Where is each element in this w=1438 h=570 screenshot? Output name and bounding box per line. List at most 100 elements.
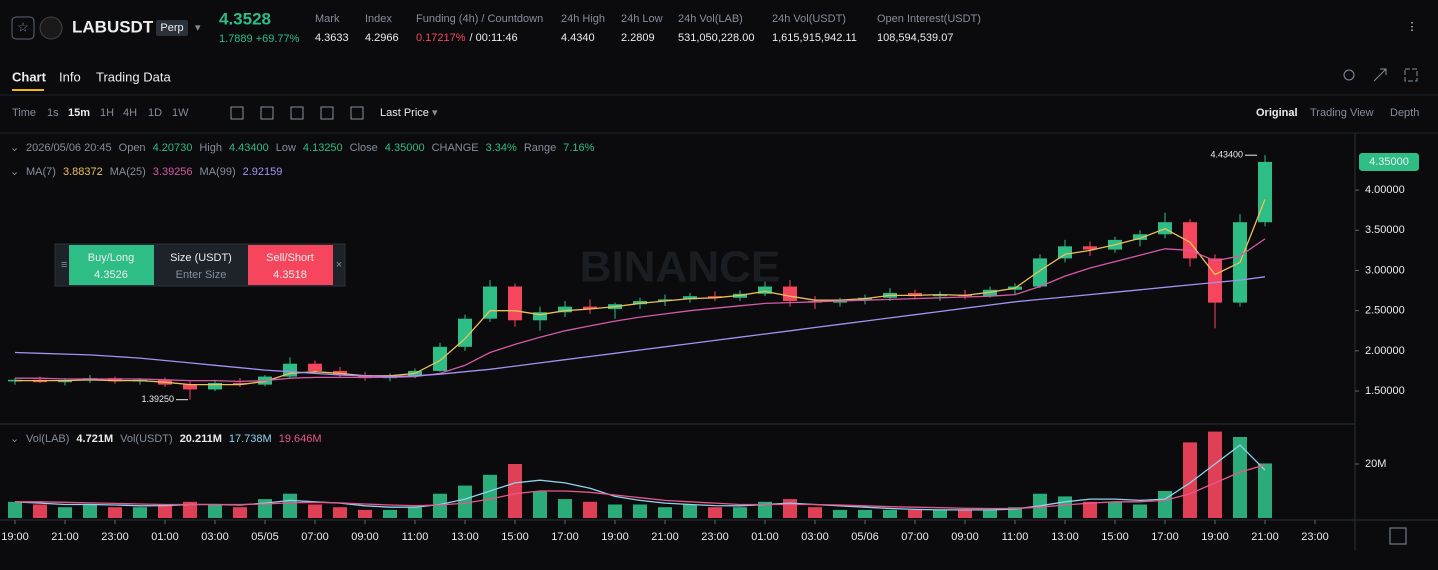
last-price-tag	[1359, 152, 1419, 171]
tool-icon[interactable]	[290, 106, 304, 120]
y-tick-label: 2.50000	[1365, 305, 1405, 317]
interval[interactable]: 4H	[123, 107, 137, 119]
interval[interactable]: Time	[12, 107, 36, 119]
stat-value: 4.2966	[365, 32, 399, 44]
volume-bar	[1133, 504, 1147, 518]
tool-icon[interactable]	[230, 106, 244, 120]
token-logo	[39, 16, 63, 40]
volume-bar	[708, 507, 722, 518]
order-widget[interactable]: ≡ Buy/Long 4.3526 Size (USDT) Enter Size…	[54, 243, 346, 287]
interval[interactable]: 1s	[47, 107, 59, 119]
plot: 4.43400 1.39250 4.35000	[8, 150, 1419, 518]
scale-button[interactable]	[1389, 527, 1407, 545]
volume-bar	[908, 509, 922, 518]
volume-bar	[933, 509, 947, 518]
y-tick-label: 3.50000	[1365, 224, 1405, 236]
view-option[interactable]: Depth	[1390, 107, 1419, 119]
candle-body	[1133, 234, 1147, 240]
size-input[interactable]: Enter Size	[176, 269, 227, 281]
tab[interactable]: Trading Data	[96, 69, 171, 84]
legend-text: Range	[524, 142, 556, 154]
stat-value: 108,594,539.07	[877, 32, 953, 44]
legend-text: MA(25)	[110, 166, 146, 178]
candle-body	[458, 318, 472, 347]
layout-icon[interactable]	[1404, 68, 1418, 82]
price-type-caret[interactable]: ▾	[432, 107, 438, 119]
legend-text: Close	[350, 142, 378, 154]
y-tick-label: 2.00000	[1365, 345, 1405, 357]
volume-bar	[133, 507, 147, 518]
high-marker-label: 4.43400	[1210, 150, 1243, 160]
alert-icon[interactable]	[1343, 69, 1355, 81]
y-tick-label: 20M	[1365, 458, 1386, 470]
volume-bar	[1158, 490, 1172, 518]
interval[interactable]: 1D	[148, 107, 162, 119]
legend-text: 2026/05/06 20:45	[26, 142, 112, 154]
sell-price: 4.3518	[273, 269, 307, 281]
volume-bar	[308, 504, 322, 518]
interval[interactable]: 1W	[172, 107, 189, 119]
ma-caret: ⌄	[10, 166, 19, 178]
symbol-caret[interactable]: ▾	[195, 22, 201, 34]
volume-bar	[433, 493, 447, 518]
tab[interactable]: Info	[59, 69, 81, 84]
symbol[interactable]: LABUSDT	[72, 17, 154, 36]
volume-bar	[558, 499, 572, 518]
view-option[interactable]: Original	[1256, 107, 1298, 119]
x-tick-label: 13:00	[451, 531, 479, 543]
interval[interactable]: 1H	[100, 107, 114, 119]
x-tick-label: 09:00	[351, 531, 379, 543]
interval[interactable]: 15m	[68, 107, 90, 119]
volume-bar	[1108, 501, 1122, 518]
x-tick-label: 23:00	[701, 531, 729, 543]
candle-body	[583, 306, 597, 310]
buy-button[interactable]	[69, 245, 154, 285]
volume-bar	[833, 509, 847, 518]
vol-caret: ⌄	[10, 433, 19, 445]
more-menu[interactable]: ⋮	[1407, 21, 1418, 33]
candle-body	[908, 292, 922, 297]
candle-body	[758, 286, 772, 294]
view-option[interactable]: Trading View	[1310, 107, 1374, 119]
tool-icon[interactable]	[320, 106, 334, 120]
tool-icon[interactable]	[350, 106, 364, 120]
close-widget[interactable]: ×	[336, 259, 342, 271]
watermark: BINANCE	[580, 243, 780, 292]
candle-body	[633, 301, 647, 305]
tab[interactable]: Chart	[12, 69, 47, 84]
volume-bar	[58, 507, 72, 518]
volume-bar	[533, 490, 547, 518]
expand-icon[interactable]	[1373, 68, 1387, 82]
tool-icon[interactable]	[260, 106, 274, 120]
legend-text: MA(7)	[26, 166, 56, 178]
candle-body	[1058, 246, 1072, 259]
x-tick-label: 01:00	[151, 531, 179, 543]
x-tick-label: 05/05	[251, 531, 279, 543]
candle-body	[1083, 246, 1097, 250]
x-tick-label: 21:00	[1251, 531, 1279, 543]
legend-text: 4.43400	[229, 142, 269, 154]
x-tick-label: 03:00	[801, 531, 829, 543]
sell-label: Sell/Short	[266, 252, 314, 264]
stat-value: 1,615,915,942.11	[772, 32, 857, 44]
legend-text: 3.34%	[486, 142, 517, 154]
x-tick-label: 21:00	[651, 531, 679, 543]
candle-body	[58, 380, 72, 383]
buy-label: Buy/Long	[88, 252, 134, 264]
volume-bar	[1183, 442, 1197, 518]
favorite-button[interactable]	[11, 16, 35, 40]
sell-button[interactable]	[248, 245, 333, 285]
volume-bar	[33, 504, 47, 518]
legend-text: Low	[276, 142, 296, 154]
stat-label: Index	[365, 13, 392, 25]
price-change: 1.7889 +69.77%	[219, 33, 300, 45]
ma-line	[15, 464, 1266, 510]
candle-body	[533, 312, 547, 321]
volume-bar	[883, 509, 897, 518]
drag-handle[interactable]: ≡	[61, 259, 67, 271]
candle-body	[308, 363, 322, 371]
x-tick-label: 11:00	[1002, 531, 1029, 543]
x-tick-label: 03:00	[201, 531, 229, 543]
legend-text: 20.211M	[180, 433, 222, 445]
price-type[interactable]: Last Price	[380, 107, 429, 119]
